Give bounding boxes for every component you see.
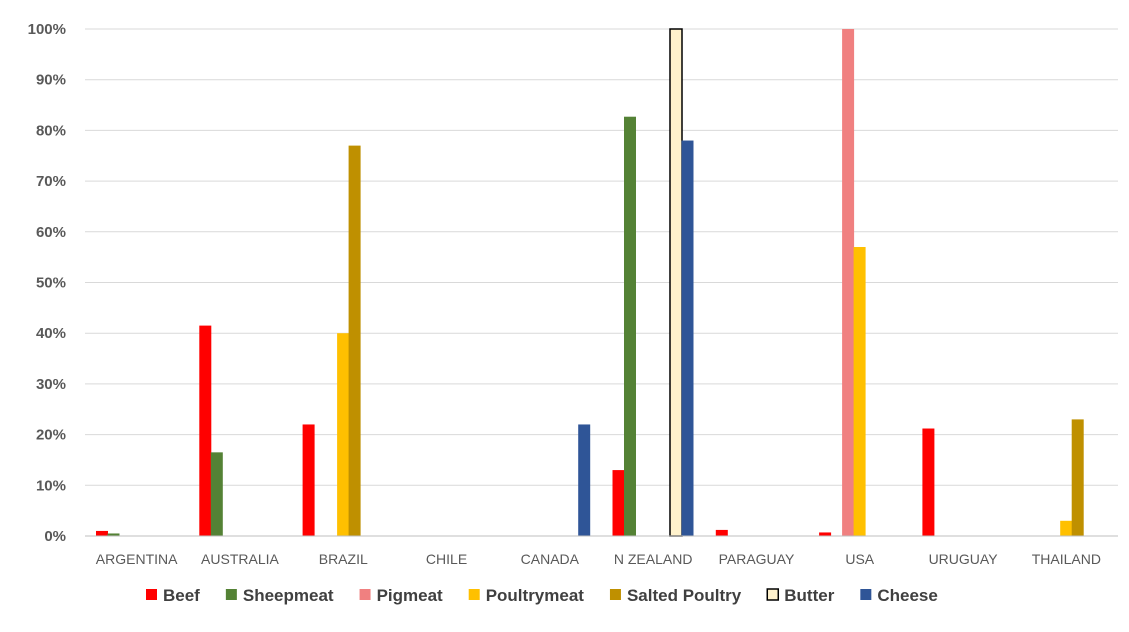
x-tick-label: URUGUAY [929,551,999,567]
x-tick-label: AUSTRALIA [201,551,279,567]
legend-item: Poultrymeat [468,586,585,605]
legend-item: Cheese [860,586,938,605]
x-tick-label: THAILAND [1032,551,1101,567]
bar [853,247,866,536]
bar [842,29,855,536]
series-salted-poultry [348,145,1084,537]
x-tick-label: ARGENTINA [96,551,178,567]
bar [578,424,591,536]
y-axis-ticks: 0% 10% 20% 30% 40% 50% 60% 70% 80% 90% 100% [28,21,66,545]
legend-label: Butter [784,586,834,605]
legend-item: Pigmeat [359,586,443,605]
y-tick-label: 0% [44,528,66,545]
x-tick-label: BRAZIL [319,551,368,567]
legend-swatch [766,588,780,601]
x-tick-label: PARAGUAY [719,551,795,567]
bar [210,452,223,536]
y-tick-label: 100% [28,21,66,38]
y-tick-label: 40% [36,325,66,342]
series-cheese [578,140,694,537]
y-tick-label: 50% [36,275,66,292]
bar [107,533,120,536]
y-tick-label: 30% [36,376,66,393]
legend-item: Butter [766,586,835,605]
x-axis-ticks: ARGENTINA AUSTRALIA BRAZIL CHILE CANADA N ZEA… [96,551,1101,567]
y-tick-label: 90% [36,72,66,89]
series-pigmeat [842,29,855,536]
x-tick-label: N ZEALAND [614,551,693,567]
legend-item: Salted Poultry [609,586,742,605]
legend-label: Beef [163,586,200,605]
y-tick-label: 80% [36,122,66,139]
legend-item: Beef [146,586,200,605]
bar [681,140,694,537]
bar [302,424,315,536]
bar [669,28,683,537]
legend-swatch [225,589,237,600]
bar [1071,419,1084,536]
x-tick-label: CANADA [521,551,580,567]
bar [96,530,108,536]
legend-label: Salted Poultry [627,586,742,605]
legend: Beef Sheepmeat Pigmeat Poultrymeat Salted Po… [146,586,938,605]
legend-swatch [359,589,371,600]
legend-swatch [860,589,872,600]
legend-label: Poultrymeat [486,586,585,605]
gridlines [85,28,1118,486]
legend-swatch [146,589,157,600]
legend-swatch [468,589,480,600]
series-butter [669,28,683,537]
bar [337,333,350,536]
bar [348,145,361,537]
x-tick-label: CHILE [426,551,467,567]
legend-item: Sheepmeat [225,586,334,605]
legend-swatch [609,589,621,600]
y-tick-label: 20% [36,427,66,444]
bar [624,116,636,536]
bar [819,532,832,536]
legend-label: Sheepmeat [243,586,334,605]
bar [612,470,625,536]
y-tick-label: 10% [36,477,66,494]
legend-label: Pigmeat [377,586,443,605]
bar [1060,520,1073,536]
bar [922,428,935,536]
bar [715,529,728,536]
legend-label: Cheese [877,586,937,605]
series-poultrymeat [337,247,1073,536]
y-tick-label: 70% [36,173,66,190]
bar [199,325,212,536]
series-sheepmeat [107,116,636,536]
x-tick-label: USA [845,551,874,567]
bars [96,28,1084,537]
series-beef [96,325,935,536]
y-tick-label: 60% [36,224,66,241]
